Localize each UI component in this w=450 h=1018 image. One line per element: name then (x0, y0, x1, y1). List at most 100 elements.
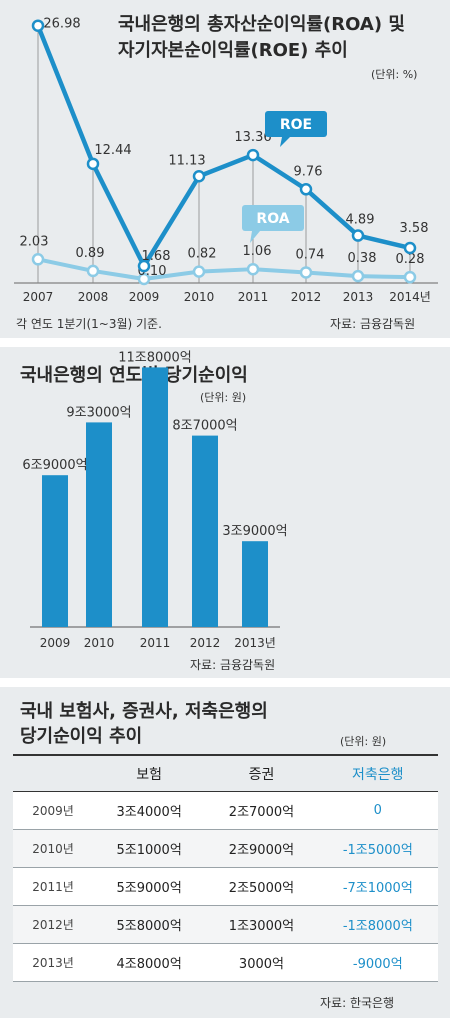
x-tick-label: 2013년 (234, 636, 276, 650)
roe-data-label: 9.76 (294, 164, 323, 179)
panel3-title-line1: 국내 보험사, 증권사, 저축은행의 (20, 701, 268, 722)
bar-value-label: 11조8000억 (118, 350, 192, 365)
roe-point (403, 241, 417, 255)
x-tick-label: 2009 (129, 290, 160, 304)
x-tick-label: 2012 (190, 636, 221, 650)
bar-value-label: 3조9000억 (222, 524, 287, 539)
roa-point (86, 264, 100, 278)
header-year (13, 754, 93, 792)
insurance-cell: 5조9000억 (93, 867, 206, 906)
panel3-source: 자료: 한국은행 (320, 996, 395, 1010)
roe-point (299, 183, 313, 196)
x-tick-label: 2010 (184, 290, 215, 304)
roe-legend-box (265, 111, 327, 137)
roe-point (351, 229, 365, 242)
row-year: 2013년 (13, 943, 93, 982)
roe-data-label: 26.98 (43, 17, 80, 32)
nonbank-table: 보험 증권 저축은행 2009년 3조4000억 2조7000억 0 2010년… (13, 754, 438, 982)
roe-legend-label: ROE (280, 117, 312, 133)
roa-point (246, 262, 260, 276)
roe-point (246, 148, 260, 162)
panel3-unit: (단위: 원) (340, 735, 387, 748)
securities-cell: 3000억 (205, 943, 318, 982)
net-income-panel: 국내은행의 연도별 당기순이익 (단위: 원) 6조9000억 2009 9조300… (0, 347, 450, 678)
roa-point (299, 266, 313, 279)
row-year: 2010년 (13, 829, 93, 868)
panel1-title-line1: 국내은행의 총자산순이익률(ROA) 및 (118, 14, 405, 35)
savings-bank-cell: -9000억 (317, 943, 438, 982)
roa-data-label: 0.28 (396, 252, 425, 267)
savings-bank-cell: -1조5000억 (317, 829, 438, 868)
table-row: 2009년 3조4000억 2조7000억 0 (13, 791, 438, 830)
bar-value-label: 6조9000억 (22, 458, 87, 473)
row-year: 2012년 (13, 905, 93, 944)
bar-value-label: 8조7000억 (172, 419, 237, 434)
roa-point (31, 253, 45, 266)
roa-legend-pointer (250, 231, 260, 243)
roa-roe-panel: 국내은행의 총자산순이익률(ROA) 및 자기자본순이익률(ROE) 추이 (단… (0, 0, 450, 338)
securities-cell: 2조9000억 (205, 829, 318, 868)
panel1-title-line2: 자기자본순이익률(ROE) 추이 (118, 40, 348, 61)
bar (242, 541, 268, 627)
panel1-source: 자료: 금융감독원 (330, 317, 416, 331)
insurance-cell: 4조8000억 (93, 943, 206, 982)
bar-chart: 6조9000억 2009 9조3000억 2010 11조8000억 2011 8조7000… (22, 350, 287, 650)
savings-bank-cell: -1조8000억 (317, 905, 438, 944)
roa-data-label: 0.89 (76, 246, 105, 261)
insurance-cell: 5조1000억 (93, 829, 206, 868)
roe-data-label: 3.58 (400, 221, 429, 236)
roa-series-line (37, 257, 411, 281)
securities-cell: 2조7000억 (205, 791, 318, 830)
x-tick-label: 2012 (291, 290, 322, 304)
panel2-unit: (단위: 원) (200, 391, 247, 404)
panel1-note: 각 연도 1분기(1~3월) 기준. (16, 317, 162, 331)
roe-legend-pointer (280, 137, 290, 147)
securities-cell: 2조5000억 (205, 867, 318, 906)
roa-point (192, 265, 206, 278)
row-year: 2011년 (13, 867, 93, 906)
roa-legend-label: ROA (256, 211, 289, 227)
line-chart: 2007 2008 2009 2010 2011 2012 2013 2014년 2.03 0.8… (14, 17, 438, 304)
table-row: 2012년 5조8000억 1조3000억 -1조8000억 (13, 905, 438, 944)
table-row: 2013년 4조8000억 3000억 -9000억 (13, 943, 438, 982)
header-insurance: 보험 (93, 754, 206, 792)
nonbank-panel: 국내 보험사, 증권사, 저축은행의 당기순이익 추이 (단위: 원) 보험 증… (0, 687, 450, 1018)
roe-data-label: 1.68 (142, 249, 171, 264)
insurance-cell: 3조4000억 (93, 791, 206, 830)
roe-data-label: 4.89 (346, 213, 375, 228)
securities-cell: 1조3000억 (205, 905, 318, 944)
roe-point (137, 259, 151, 273)
roa-data-label: 1.06 (243, 244, 272, 259)
roe-point (31, 19, 45, 32)
x-tick-label: 2014년 (389, 290, 431, 304)
roe-data-label: 13.36 (234, 130, 271, 145)
table-row: 2010년 5조1000억 2조9000억 -1조5000억 (13, 829, 438, 868)
bar (142, 367, 168, 627)
roe-point (192, 170, 206, 183)
roa-point (403, 270, 417, 284)
table-header-row: 보험 증권 저축은행 (13, 754, 438, 792)
roe-data-label: 11.13 (168, 153, 205, 168)
roa-data-label: 0.74 (296, 247, 325, 262)
bar-value-label: 9조3000억 (66, 405, 131, 420)
roa-point (351, 269, 365, 283)
roa-data-label: 0.82 (188, 247, 217, 262)
roa-data-label: 0.38 (348, 251, 377, 266)
roe-series-line (35, 24, 411, 269)
bar (192, 435, 218, 627)
header-securities: 증권 (205, 754, 318, 792)
roa-data-label: 2.03 (20, 234, 49, 249)
x-tick-label: 2007 (23, 290, 54, 304)
roa-legend-box (242, 205, 304, 231)
row-year: 2009년 (13, 791, 93, 830)
x-tick-label: 2009 (40, 636, 71, 650)
insurance-cell: 5조8000억 (93, 905, 206, 944)
x-tick-label: 2013 (343, 290, 374, 304)
panel2-title: 국내은행의 연도별 당기순이익 (20, 365, 248, 386)
savings-bank-cell: 0 (317, 791, 438, 830)
savings-bank-cell: -7조1000억 (317, 867, 438, 906)
roa-point (137, 272, 151, 286)
x-tick-label: 2011 (238, 290, 269, 304)
x-tick-label: 2011 (140, 636, 171, 650)
panel2-source: 자료: 금융감독원 (190, 658, 276, 672)
